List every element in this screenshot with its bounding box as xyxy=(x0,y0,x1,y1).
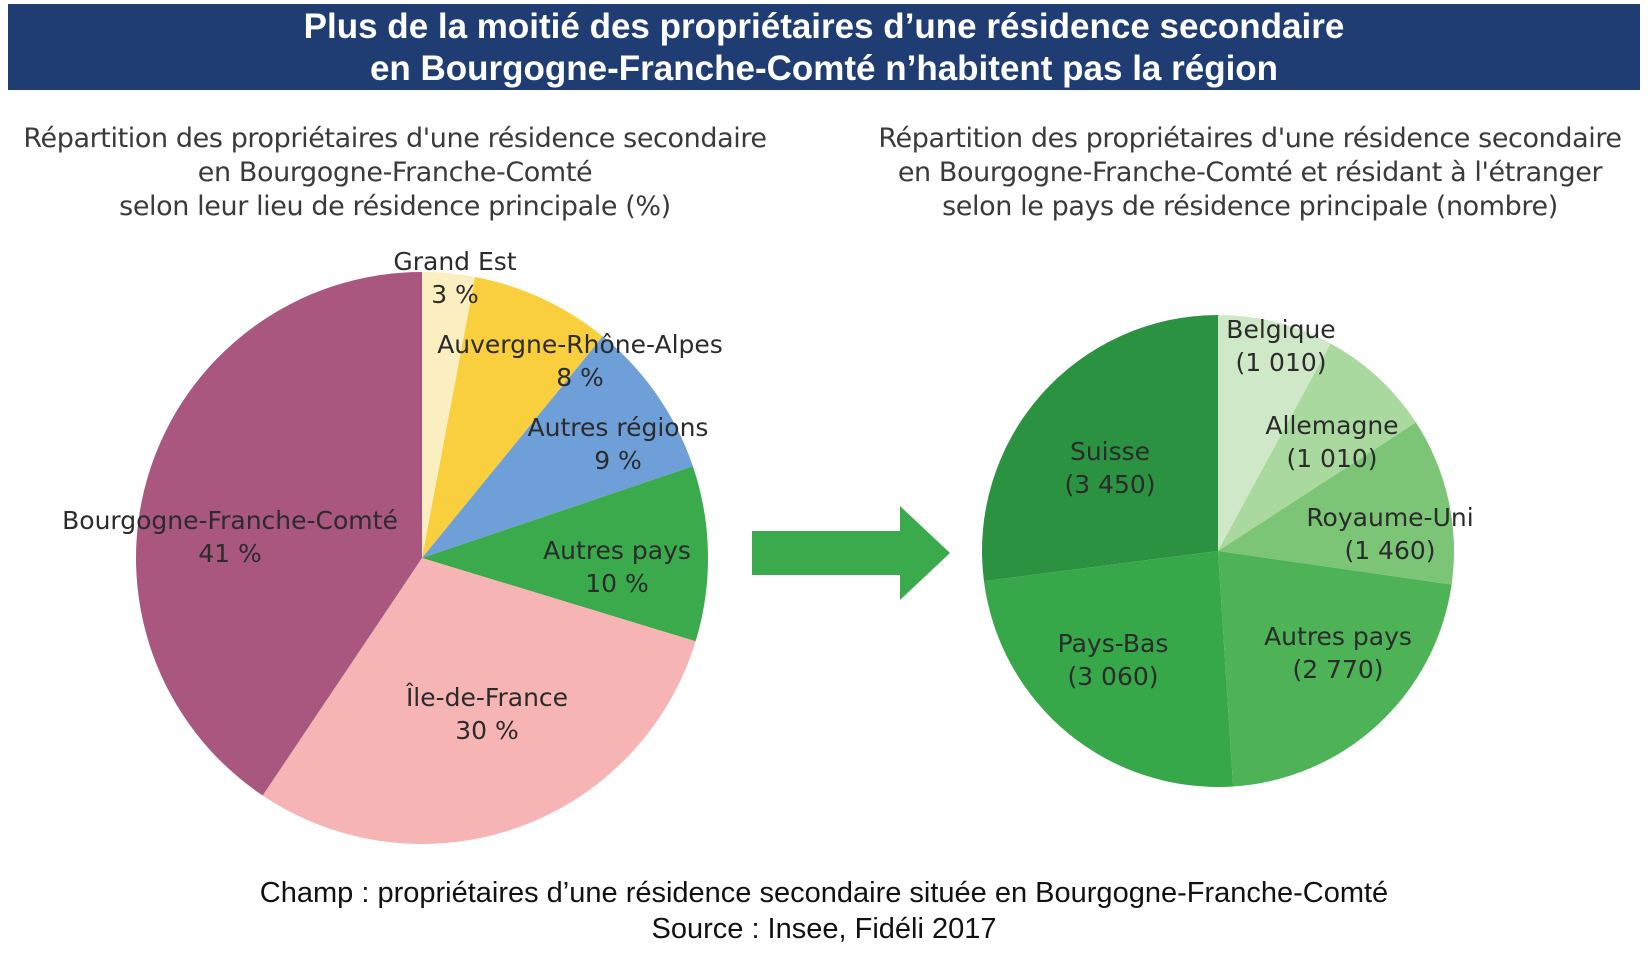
slice-label-ile-de-france: Île-de-France xyxy=(405,683,568,712)
pie-slice-pays-bas xyxy=(983,551,1234,788)
pie-slice-suisse xyxy=(981,315,1218,582)
pie-slice-bourgogne-franche-comte xyxy=(135,272,422,796)
slice-value-ile-de-france: 30 % xyxy=(455,716,519,745)
slice-label-suisse: Suisse xyxy=(1070,437,1150,466)
header-title-line1: Plus de la moitié des propriétaires d’un… xyxy=(303,7,1345,46)
slice-value-allemagne: (1 010) xyxy=(1286,444,1377,473)
left-chart-title: Répartition des propriétaires d'une rési… xyxy=(10,122,780,224)
pie-slice-autres-pays xyxy=(1218,551,1452,787)
slice-value-autres-pays: (2 770) xyxy=(1292,655,1383,684)
slice-value-pays-bas: (3 060) xyxy=(1067,662,1158,691)
slice-value-royaume-uni: (1 460) xyxy=(1344,536,1435,565)
slice-value-bourgogne-franche-comte: 41 % xyxy=(198,539,262,568)
right-arrow-icon xyxy=(752,506,950,600)
left-chart-title-line2: en Bourgogne-Franche-Comté xyxy=(197,157,593,188)
pie-slice-autres-pays xyxy=(422,466,708,642)
pie-slice-ile-de-france xyxy=(262,558,696,845)
pie-slice-auvergne-rhone-alpes xyxy=(422,276,603,558)
slice-label-belgique: Belgique xyxy=(1226,315,1335,344)
arrow-shape xyxy=(752,506,950,600)
footer-champ: Champ : propriétaires d’une résidence se… xyxy=(259,877,1389,909)
left-chart-title-line3: selon leur lieu de résidence principale … xyxy=(119,191,671,222)
header-title-line2: en Bourgogne-Franche-Comté n’habitent pa… xyxy=(369,49,1279,88)
slice-value-suisse: (3 450) xyxy=(1064,470,1155,499)
slice-label-pays-bas: Pays-Bas xyxy=(1058,629,1169,658)
pie-slice-grand-est xyxy=(422,272,476,558)
header-banner: Plus de la moitié des propriétaires d’un… xyxy=(8,4,1640,90)
slice-label-royaume-uni: Royaume-Uni xyxy=(1306,503,1473,532)
slice-value-auvergne-rhone-alpes: 8 % xyxy=(556,363,604,392)
slice-label-auvergne-rhone-alpes: Auvergne-Rhône-Alpes xyxy=(437,330,723,359)
slice-label-bourgogne-franche-comte: Bourgogne-Franche-Comté xyxy=(62,506,398,535)
slice-label-autres-pays: Autres pays xyxy=(543,536,691,565)
right-chart-title: Répartition des propriétaires d'une rési… xyxy=(860,122,1640,224)
footer-source: Source : Insee, Fidéli 2017 xyxy=(651,913,997,945)
pie-slice-belgique xyxy=(1218,315,1331,551)
pie-slice-royaume-uni xyxy=(1218,422,1455,585)
pie-slice-autres-regions xyxy=(422,336,693,558)
pie-slice-allemagne xyxy=(1218,343,1416,551)
slice-label-allemagne: Allemagne xyxy=(1265,411,1398,440)
slice-label-autres-pays: Autres pays xyxy=(1264,622,1412,651)
slice-value-autres-regions: 9 % xyxy=(594,446,642,475)
slice-value-grand-est: 3 % xyxy=(431,280,479,309)
slice-label-grand-est: Grand Est xyxy=(393,247,516,276)
left-chart-title-line1: Répartition des propriétaires d'une rési… xyxy=(23,123,767,154)
slice-value-belgique: (1 010) xyxy=(1235,348,1326,377)
right-chart-title-line1: Répartition des propriétaires d'une rési… xyxy=(878,123,1622,154)
slice-value-autres-pays: 10 % xyxy=(585,569,649,598)
right-chart-title-line2: en Bourgogne-Franche-Comté et résidant à… xyxy=(897,157,1603,188)
slice-label-autres-regions: Autres régions xyxy=(528,413,709,442)
right-chart-title-line3: selon le pays de résidence principale (n… xyxy=(942,191,1558,222)
